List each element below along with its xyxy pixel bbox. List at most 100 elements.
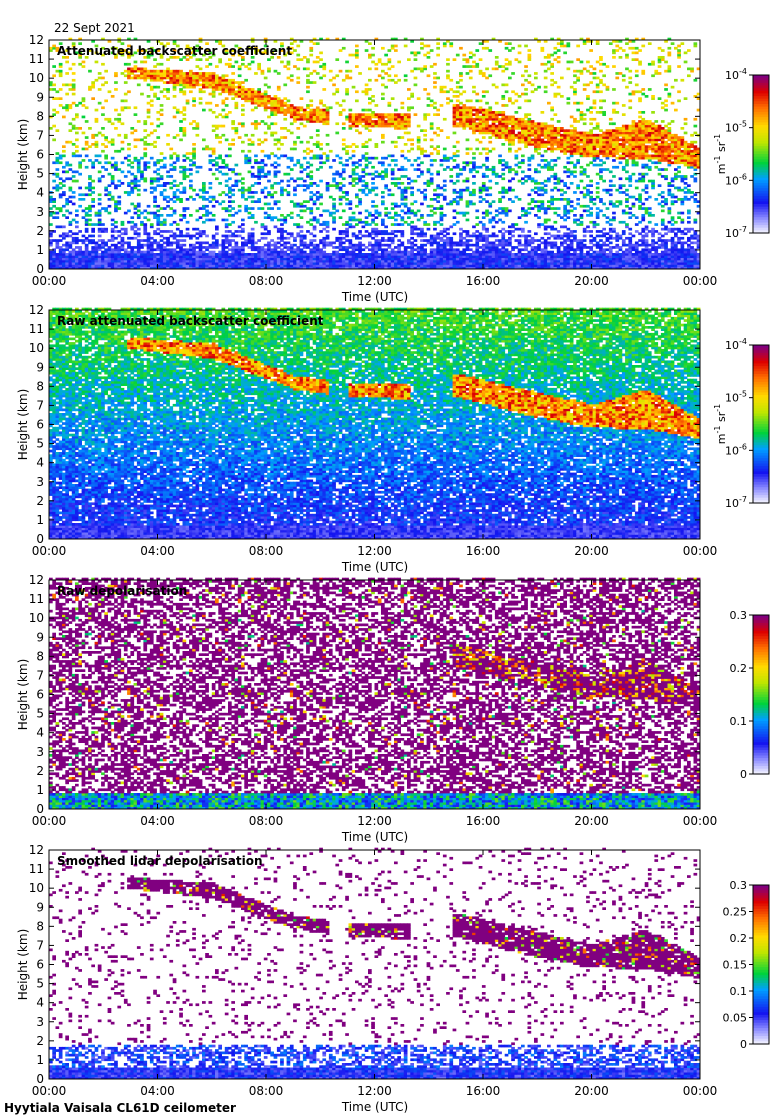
y-tick-label: 5	[36, 437, 44, 451]
y-tick-label: 4	[36, 726, 44, 740]
x-tick-label: 16:00	[466, 814, 501, 828]
y-tick-label: 2	[36, 764, 44, 778]
y-tick-label: 11	[29, 52, 44, 66]
colorbar-tick-label: 0	[740, 1038, 747, 1051]
colorbar: 0.3 0.2 0.1 0	[730, 609, 770, 781]
colorbar: 10-4 10-5 10-6 10-7 m-1 sr-1	[713, 337, 770, 510]
y-tick-label: 0	[36, 1072, 44, 1086]
y-tick-label: 3	[36, 1015, 44, 1029]
x-tick-label: 04:00	[140, 1084, 175, 1098]
colorbar: 0.3 0.25 0.2 0.15 0.1 0.05 0	[723, 879, 770, 1051]
y-tick-label: 0	[36, 262, 44, 276]
y-tick-label: 7	[36, 938, 44, 952]
y-tick-label: 1	[36, 1053, 44, 1067]
colorbar-tick-label: 0.3	[730, 609, 748, 622]
y-tick-label: 2	[36, 1034, 44, 1048]
y-tick-label: 10	[29, 881, 44, 895]
x-tick-label: 08:00	[249, 544, 284, 558]
y-tick-label: 8	[36, 109, 44, 123]
y-tick-label: 12	[29, 843, 44, 857]
y-tick-label: 12	[29, 33, 44, 47]
x-tick-label: 16:00	[466, 274, 501, 288]
x-tick-label: 20:00	[574, 274, 609, 288]
x-axis-label: Time (UTC)	[341, 830, 408, 844]
y-tick-label: 5	[36, 167, 44, 181]
y-tick-label: 7	[36, 398, 44, 412]
panel-1: Attenuated backscatter coefficient012345…	[16, 33, 770, 304]
y-tick-label: 6	[36, 958, 44, 972]
y-tick-label: 11	[29, 862, 44, 876]
y-tick-label: 6	[36, 418, 44, 432]
x-tick-label: 12:00	[357, 274, 392, 288]
x-axis-label: Time (UTC)	[341, 560, 408, 574]
x-tick-label: 00:00	[32, 814, 67, 828]
x-tick-label: 12:00	[357, 544, 392, 558]
colorbar-tick-label: 0.2	[730, 932, 748, 945]
y-tick-label: 11	[29, 592, 44, 606]
x-tick-label: 20:00	[574, 1084, 609, 1098]
y-tick-label: 2	[36, 494, 44, 508]
x-tick-label: 00:00	[32, 1084, 67, 1098]
y-tick-label: 6	[36, 688, 44, 702]
colorbar-tick-label: 0.1	[730, 985, 748, 998]
colorbar-tick-label: 10-6	[725, 172, 747, 187]
x-tick-label: 20:00	[574, 814, 609, 828]
x-tick-label: 16:00	[466, 544, 501, 558]
y-tick-label: 1	[36, 243, 44, 257]
y-tick-label: 3	[36, 475, 44, 489]
y-tick-label: 8	[36, 649, 44, 663]
y-tick-label: 10	[29, 611, 44, 625]
colorbar-tick-label: 0.3	[730, 879, 748, 892]
y-tick-label: 9	[36, 630, 44, 644]
y-tick-label: 7	[36, 128, 44, 142]
y-tick-label: 1	[36, 513, 44, 527]
y-tick-label: 3	[36, 745, 44, 759]
heatmap-field	[49, 577, 701, 810]
y-tick-label: 8	[36, 919, 44, 933]
y-axis-label: Height (km)	[16, 659, 30, 730]
y-tick-label: 10	[29, 71, 44, 85]
x-tick-label: 00:00	[683, 814, 718, 828]
panel-title: Raw depolarisation	[57, 584, 187, 598]
panel-3: Raw depolarisation0123456789101112Height…	[16, 573, 770, 844]
x-tick-label: 00:00	[683, 274, 718, 288]
y-tick-label: 10	[29, 341, 44, 355]
x-tick-label: 00:00	[683, 1084, 718, 1098]
colorbar-tick-label: 0.25	[723, 906, 748, 919]
y-tick-label: 9	[36, 900, 44, 914]
x-tick-label: 08:00	[249, 1084, 284, 1098]
colorbar-tick-label: 10-5	[725, 390, 747, 405]
x-tick-label: 00:00	[683, 544, 718, 558]
x-tick-label: 00:00	[32, 274, 67, 288]
colorbar: 10-4 10-5 10-6 10-7 m-1 sr-1	[713, 67, 770, 240]
y-tick-label: 2	[36, 224, 44, 238]
x-axis-label: Time (UTC)	[341, 290, 408, 304]
colorbar-tick-label: 0	[740, 768, 747, 781]
x-tick-label: 04:00	[140, 544, 175, 558]
colorbar-tick-label: 0.15	[723, 959, 748, 972]
panel-title: Attenuated backscatter coefficient	[57, 44, 292, 58]
x-tick-label: 20:00	[574, 544, 609, 558]
panel-4: Smoothed lidar depolarisation01234567891…	[16, 843, 770, 1114]
figure-date: 22 Sept 2021	[54, 21, 135, 35]
y-tick-label: 8	[36, 379, 44, 393]
y-tick-label: 9	[36, 90, 44, 104]
heatmap-field	[49, 847, 701, 1080]
y-tick-label: 0	[36, 802, 44, 816]
y-tick-label: 3	[36, 205, 44, 219]
colorbar-tick-label: 0.05	[723, 1012, 748, 1025]
x-tick-label: 00:00	[32, 544, 67, 558]
panel-title: Raw attenuated backscatter coefficient	[57, 314, 324, 328]
colorbar-tick-label: 0.2	[730, 662, 748, 675]
y-tick-label: 4	[36, 456, 44, 470]
x-tick-label: 08:00	[249, 274, 284, 288]
y-tick-label: 6	[36, 148, 44, 162]
y-tick-label: 1	[36, 783, 44, 797]
panel-title: Smoothed lidar depolarisation	[57, 854, 263, 868]
x-tick-label: 12:00	[357, 814, 392, 828]
colorbar-tick-label: 0.1	[730, 715, 748, 728]
y-tick-label: 0	[36, 532, 44, 546]
colorbar-tick-label: 10-7	[725, 495, 747, 510]
colorbar-tick-label: 10-6	[725, 442, 747, 457]
